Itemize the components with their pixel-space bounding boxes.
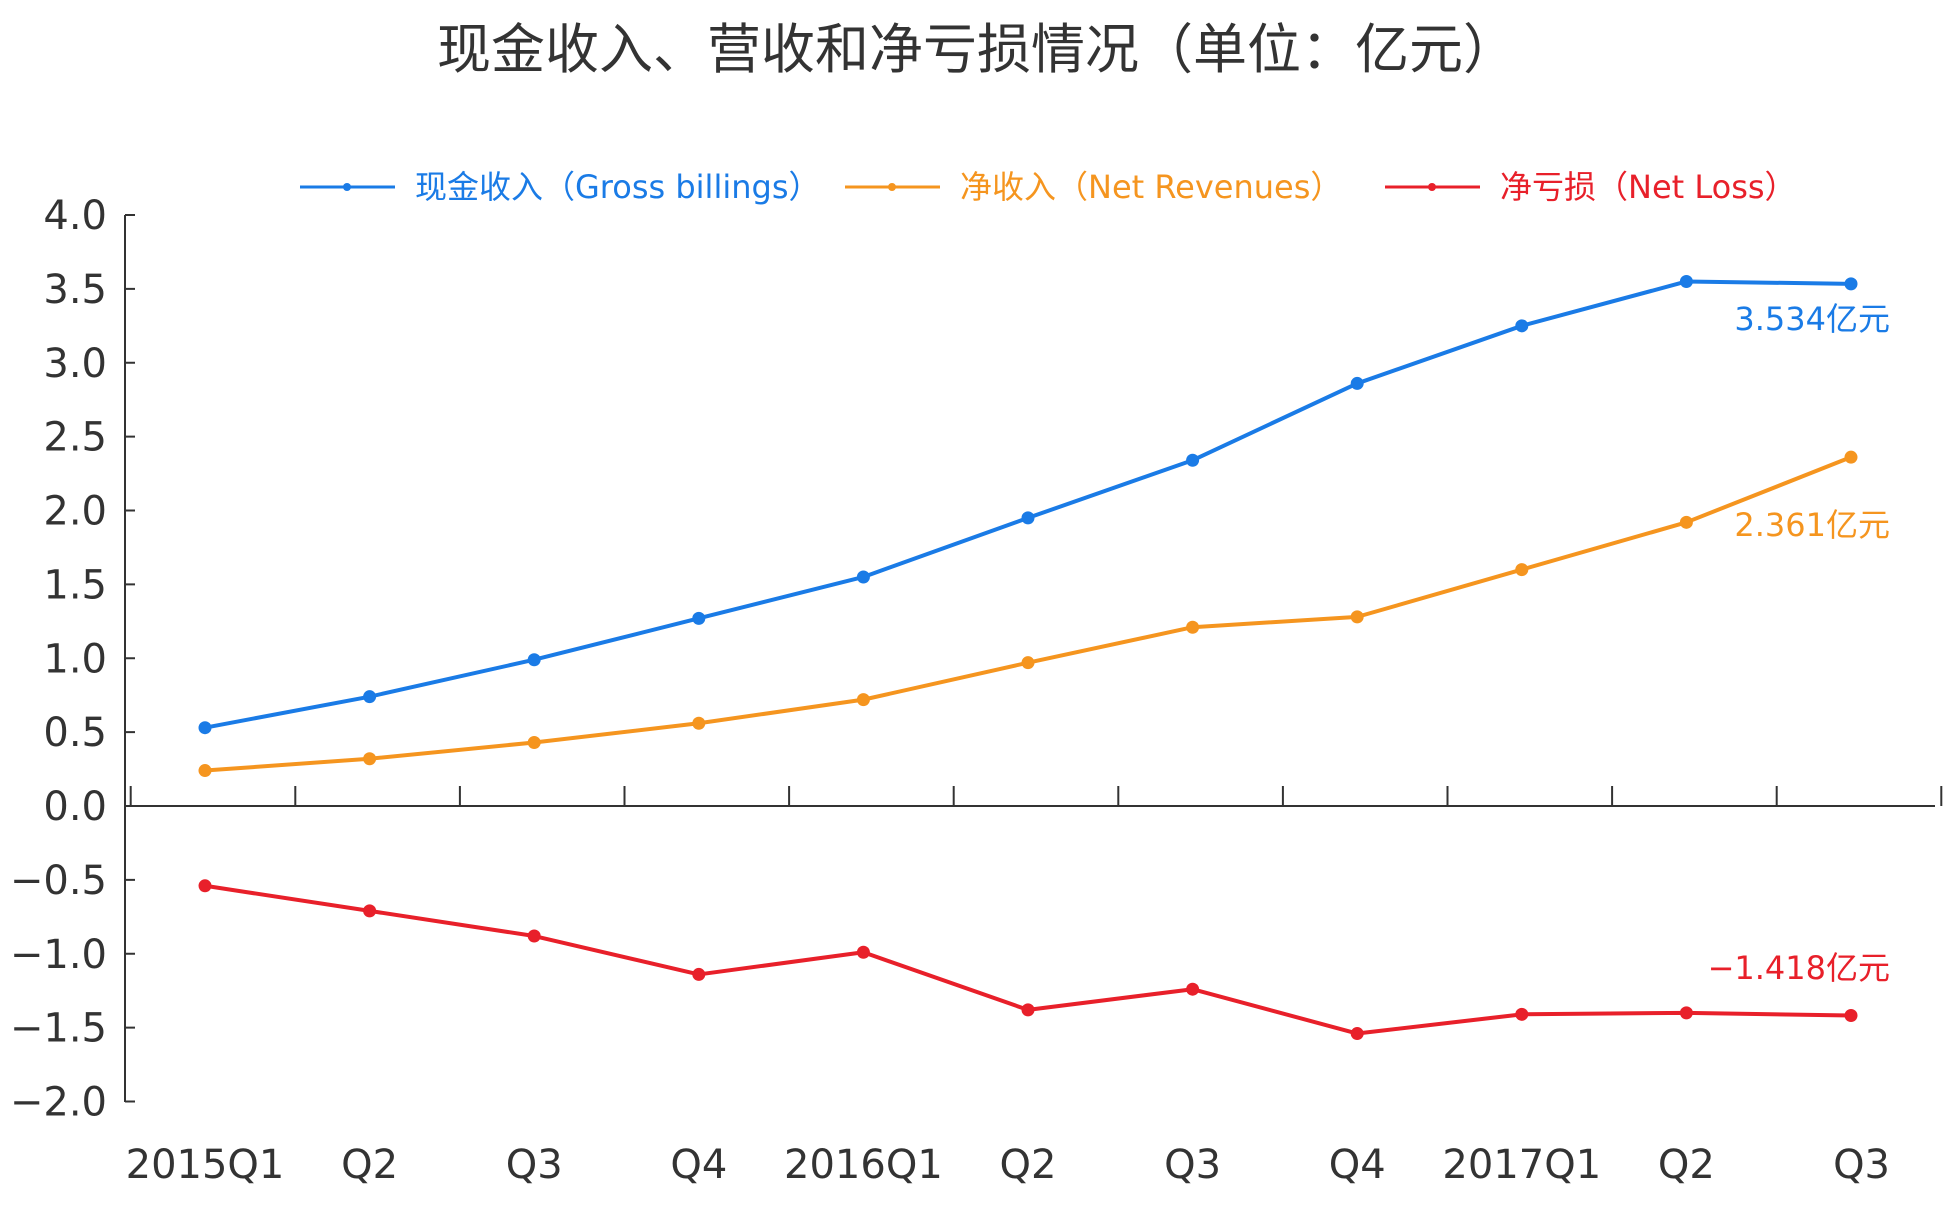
data-point xyxy=(527,929,541,943)
data-point xyxy=(527,735,541,749)
legend-marker xyxy=(343,183,351,191)
y-tick-label: 4.0 xyxy=(43,193,107,239)
data-point xyxy=(1844,1009,1858,1023)
series-line xyxy=(204,455,1852,773)
data-point xyxy=(856,570,870,584)
y-tick-label: 3.0 xyxy=(43,341,107,387)
legend-marker xyxy=(888,183,896,191)
data-point xyxy=(1186,982,1200,996)
data-point xyxy=(1186,453,1200,467)
y-tick-label: 0.0 xyxy=(43,784,107,830)
series-group xyxy=(198,274,1858,1041)
x-tick-label: Q2 xyxy=(1658,1142,1715,1188)
data-point xyxy=(692,611,706,625)
data-point xyxy=(527,653,541,667)
x-tick-label: 2017Q1 xyxy=(1442,1142,1601,1188)
x-tick-label: 2016Q1 xyxy=(784,1142,943,1188)
x-tick-label: Q3 xyxy=(1833,1142,1890,1188)
data-point xyxy=(1679,515,1693,529)
data-point xyxy=(1515,1007,1529,1021)
x-tick-label: Q3 xyxy=(506,1142,563,1188)
data-point xyxy=(692,716,706,730)
legend-label: 净收入（Net Revenues） xyxy=(960,168,1342,206)
end-value-label: 3.534亿元 xyxy=(1734,300,1890,338)
data-point xyxy=(856,945,870,959)
legend-label: 净亏损（Net Loss） xyxy=(1500,168,1797,206)
data-point xyxy=(692,967,706,981)
y-tick-label: 1.5 xyxy=(43,562,107,608)
y-tick-label: −1.0 xyxy=(10,932,107,978)
y-tick-label: 2.0 xyxy=(43,489,107,535)
y-axis-ticks: 4.0 3.5 3.0 2.5 2.0 1.5 1.0 0.5 0.0 −0.5 −1.0 −1.5 −… xyxy=(10,193,135,1126)
y-tick-label: 0.5 xyxy=(43,710,107,756)
y-tick-label: 2.5 xyxy=(43,415,107,461)
data-point xyxy=(1679,274,1693,288)
x-axis-ticks: 2015Q1 Q2 Q3 Q4 2016Q1 Q2 Q3 Q4 2017Q1 Q2 Q3 xyxy=(126,786,1943,1188)
x-tick-label: Q2 xyxy=(341,1142,398,1188)
data-point xyxy=(1021,656,1035,670)
chart-title: 现金收入、营收和净亏损情况（单位：亿元） xyxy=(437,18,1517,81)
y-tick-label: −1.5 xyxy=(10,1006,107,1052)
y-tick-label: −2.0 xyxy=(10,1080,107,1126)
data-point xyxy=(363,690,377,704)
x-tick-label: Q4 xyxy=(1329,1142,1386,1188)
legend: 现金收入（Gross billings） 净收入（Net Revenues） 净亏损… xyxy=(300,168,1797,206)
data-point xyxy=(198,879,212,893)
data-point xyxy=(1021,1003,1035,1017)
data-point xyxy=(363,752,377,766)
end-value-label: 2.361亿元 xyxy=(1734,506,1890,544)
data-point xyxy=(1021,511,1035,525)
data-point xyxy=(856,693,870,707)
data-point xyxy=(1515,319,1529,333)
end-labels: 3.534亿元 2.361亿元 −1.418亿元 xyxy=(1708,300,1890,987)
end-value-label: −1.418亿元 xyxy=(1708,949,1890,987)
data-point xyxy=(363,904,377,918)
legend-label: 现金收入（Gross billings） xyxy=(415,168,821,206)
data-point xyxy=(1679,1006,1693,1020)
y-tick-label: 1.0 xyxy=(43,636,107,682)
data-point xyxy=(1844,277,1858,291)
x-tick-label: Q4 xyxy=(670,1142,727,1188)
data-point xyxy=(198,721,212,735)
x-tick-label: 2015Q1 xyxy=(126,1142,285,1188)
data-point xyxy=(198,764,212,778)
data-point xyxy=(1350,376,1364,390)
y-tick-label: −0.5 xyxy=(10,858,107,904)
x-tick-label: Q2 xyxy=(1000,1142,1057,1188)
data-point xyxy=(1515,563,1529,577)
data-point xyxy=(1350,1027,1364,1041)
data-point xyxy=(1186,620,1200,634)
x-tick-label: Q3 xyxy=(1164,1142,1221,1188)
data-point xyxy=(1844,450,1858,464)
legend-marker xyxy=(1428,183,1436,191)
data-point xyxy=(1350,610,1364,624)
y-tick-label: 3.5 xyxy=(43,267,107,313)
